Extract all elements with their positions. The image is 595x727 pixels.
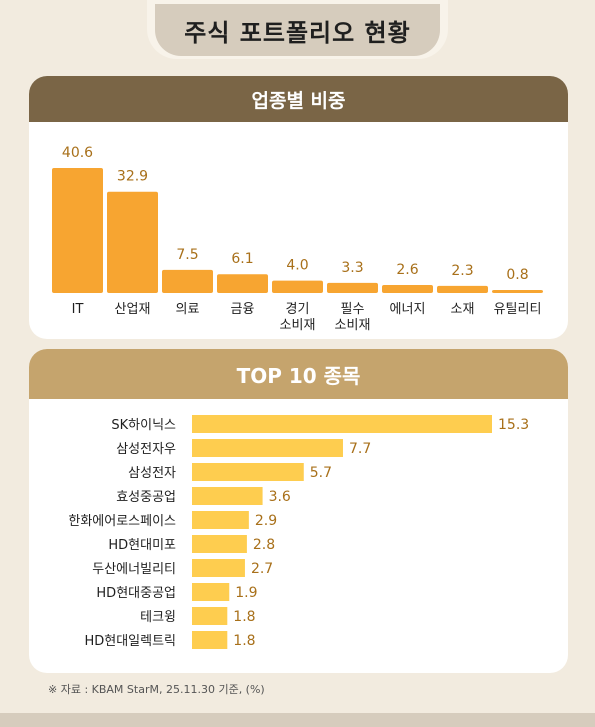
sector-value-label: 4.0 bbox=[286, 258, 308, 274]
stock-bar bbox=[192, 559, 245, 577]
sector-category-label: 유틸리티 bbox=[494, 302, 542, 317]
source-footnote: ※ 자료 : KBAM StarM, 25.11.30 기준, (%) bbox=[48, 683, 265, 696]
sector-category-label: 산업재 bbox=[115, 302, 151, 317]
stock-value-label: 1.8 bbox=[233, 633, 255, 649]
sector-value-label: 7.5 bbox=[176, 247, 198, 263]
stock-bar bbox=[192, 463, 304, 481]
title-tab: 주식 포트폴리오 현황 bbox=[147, 0, 448, 59]
sector-value-label: 2.3 bbox=[451, 263, 473, 279]
sector-category-label: 소재 bbox=[451, 302, 475, 317]
stock-name-label: 테크윙 bbox=[140, 609, 176, 625]
sector-bar bbox=[492, 290, 543, 293]
sector-bar bbox=[162, 269, 213, 293]
stock-name-label: HD현대중공업 bbox=[96, 586, 176, 601]
sector-bar bbox=[107, 191, 158, 293]
stock-bar bbox=[192, 487, 263, 505]
top10-bar-chart: SK하이닉스 15.3 삼성전자우 7.7 삼성전자 5.7 효성중공업 3.6 한화에어로스페… bbox=[68, 415, 529, 649]
sector-value-label: 40.6 bbox=[62, 145, 93, 161]
sector-bar-chart: 40.6 IT 32.9 산업재 7.5 의료 6.1 금융 4.0 경기 소비재 3.3 필수 소비재 2… bbox=[52, 145, 543, 333]
sector-category-label: 금융 bbox=[231, 302, 255, 317]
sector-bar bbox=[327, 282, 378, 293]
stock-bar bbox=[192, 439, 343, 457]
stock-name-label: HD현대미포 bbox=[108, 538, 176, 553]
stock-name-label: 삼성전자우 bbox=[116, 442, 176, 457]
stock-value-label: 1.8 bbox=[233, 609, 255, 625]
stock-name-label: 삼성전자 bbox=[128, 466, 176, 481]
sector-category-label: 필수 소비재 bbox=[335, 302, 371, 333]
stock-bar bbox=[192, 607, 228, 625]
sector-bar bbox=[217, 274, 268, 293]
stock-value-label: 15.3 bbox=[498, 417, 529, 433]
stock-name-label: SK하이닉스 bbox=[111, 418, 176, 433]
sector-value-label: 2.6 bbox=[396, 262, 418, 278]
sector-category-label: 경기 소비재 bbox=[280, 302, 316, 333]
stock-name-label: 한화에어로스페이스 bbox=[68, 514, 176, 529]
top10-panel: TOP 10 종목 SK하이닉스 15.3 삼성전자우 7.7 삼성전자 5.7 효성중공업… bbox=[29, 349, 568, 673]
stock-value-label: 3.6 bbox=[269, 489, 291, 505]
sector-value-label: 0.8 bbox=[506, 267, 528, 283]
sector-category-label: 의료 bbox=[176, 302, 200, 317]
sector-bar bbox=[382, 284, 433, 293]
stock-value-label: 2.7 bbox=[251, 561, 273, 577]
sector-category-label: IT bbox=[72, 302, 84, 317]
stock-value-label: 7.7 bbox=[349, 441, 371, 457]
sector-value-label: 6.1 bbox=[231, 251, 253, 267]
stock-value-label: 5.7 bbox=[310, 465, 332, 481]
stock-name-label: HD현대일렉트릭 bbox=[84, 634, 176, 649]
stock-value-label: 1.9 bbox=[235, 585, 257, 601]
sector-bar bbox=[52, 168, 103, 293]
stock-bar bbox=[192, 415, 492, 433]
sector-bar bbox=[437, 285, 488, 293]
sector-value-label: 32.9 bbox=[117, 169, 148, 185]
sector-weight-panel: 업종별 비중 40.6 IT 32.9 산업재 7.5 의료 6.1 금융 4.0 경기 소비재 3.… bbox=[29, 76, 568, 339]
top10-chart-title: TOP 10 종목 bbox=[29, 349, 568, 399]
stock-bar bbox=[192, 631, 228, 649]
stock-bar bbox=[192, 511, 249, 529]
sector-chart-title: 업종별 비중 bbox=[29, 76, 568, 122]
stock-value-label: 2.8 bbox=[253, 537, 275, 553]
page-title: 주식 포트폴리오 현황 bbox=[155, 4, 440, 56]
sector-value-label: 3.3 bbox=[341, 260, 363, 276]
stock-value-label: 2.9 bbox=[255, 513, 277, 529]
stock-bar bbox=[192, 583, 230, 601]
bottom-bar bbox=[0, 713, 595, 727]
stock-name-label: 효성중공업 bbox=[116, 490, 176, 505]
sector-bar bbox=[272, 280, 323, 293]
sector-category-label: 에너지 bbox=[390, 302, 426, 317]
stock-name-label: 두산에너빌리티 bbox=[92, 562, 176, 577]
stock-bar bbox=[192, 535, 247, 553]
